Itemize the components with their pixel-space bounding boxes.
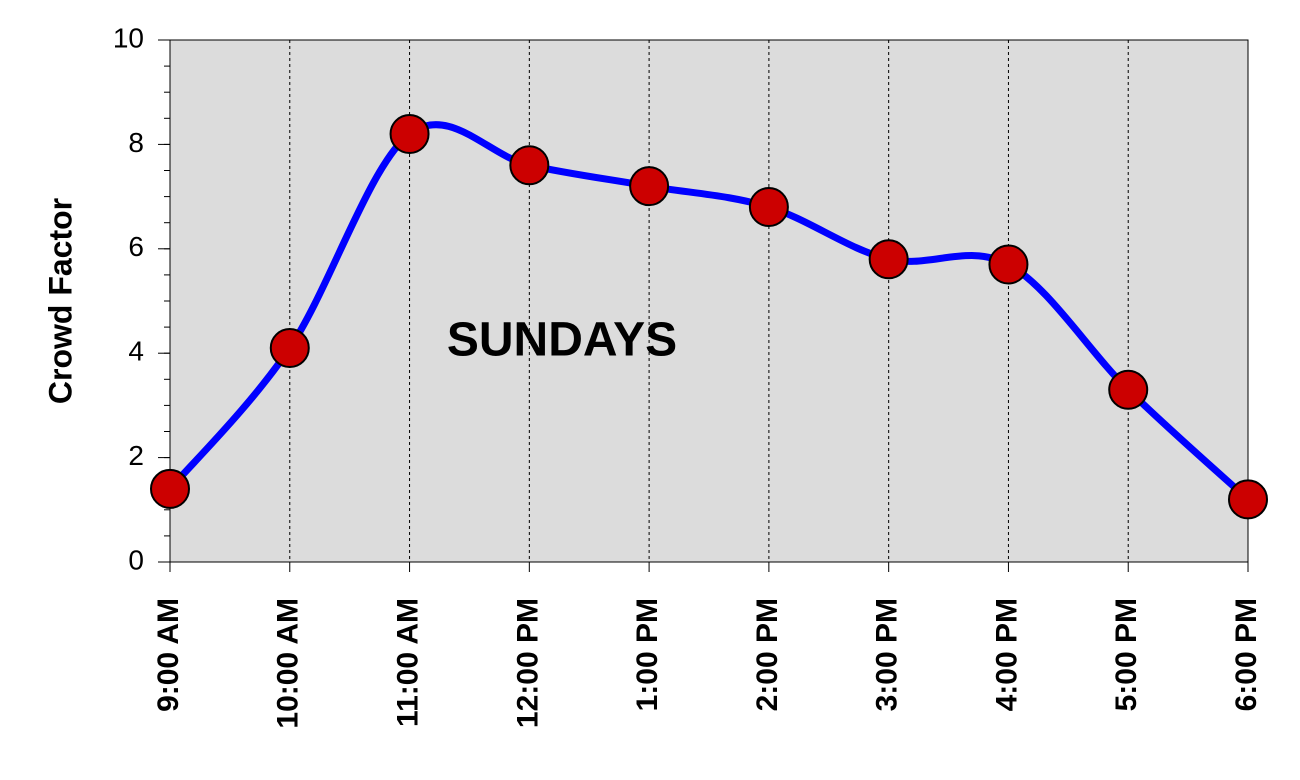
data-point [748, 187, 789, 228]
y-tick-label: 0 [128, 544, 144, 575]
y-tick-label: 10 [113, 22, 144, 53]
data-point [1228, 479, 1268, 520]
x-tick-label: 10:00 AM [272, 598, 305, 729]
series-line [167, 121, 1251, 502]
y-axis-title: Crowd Factor [42, 198, 78, 404]
x-tick-label: 11:00 AM [391, 598, 424, 727]
data-point [1108, 369, 1149, 410]
data-point [509, 145, 550, 186]
x-tick-label: 1:00 PM [631, 598, 664, 711]
data-point [868, 239, 909, 280]
x-tick-label: 5:00 PM [1110, 598, 1143, 711]
x-tick-label: 2:00 PM [751, 598, 784, 711]
x-tick-label: 6:00 PM [1230, 598, 1263, 711]
plot-area [169, 39, 1249, 563]
y-tick-label: 8 [128, 127, 144, 158]
data-point [269, 327, 310, 368]
x-tick-label: 4:00 PM [990, 598, 1023, 711]
y-tick-label: 4 [128, 336, 144, 367]
y-tick-label: 6 [128, 231, 144, 262]
data-point [988, 244, 1029, 285]
data-point [150, 468, 190, 509]
x-tick-label: 3:00 PM [871, 598, 904, 711]
x-tick-label: 9:00 AM [152, 598, 185, 712]
y-tick-label: 2 [128, 440, 144, 471]
x-tick-label: 12:00 PM [511, 598, 544, 728]
data-point [389, 113, 430, 154]
annotation: SUNDAYS [447, 314, 677, 367]
data-point [629, 166, 670, 207]
